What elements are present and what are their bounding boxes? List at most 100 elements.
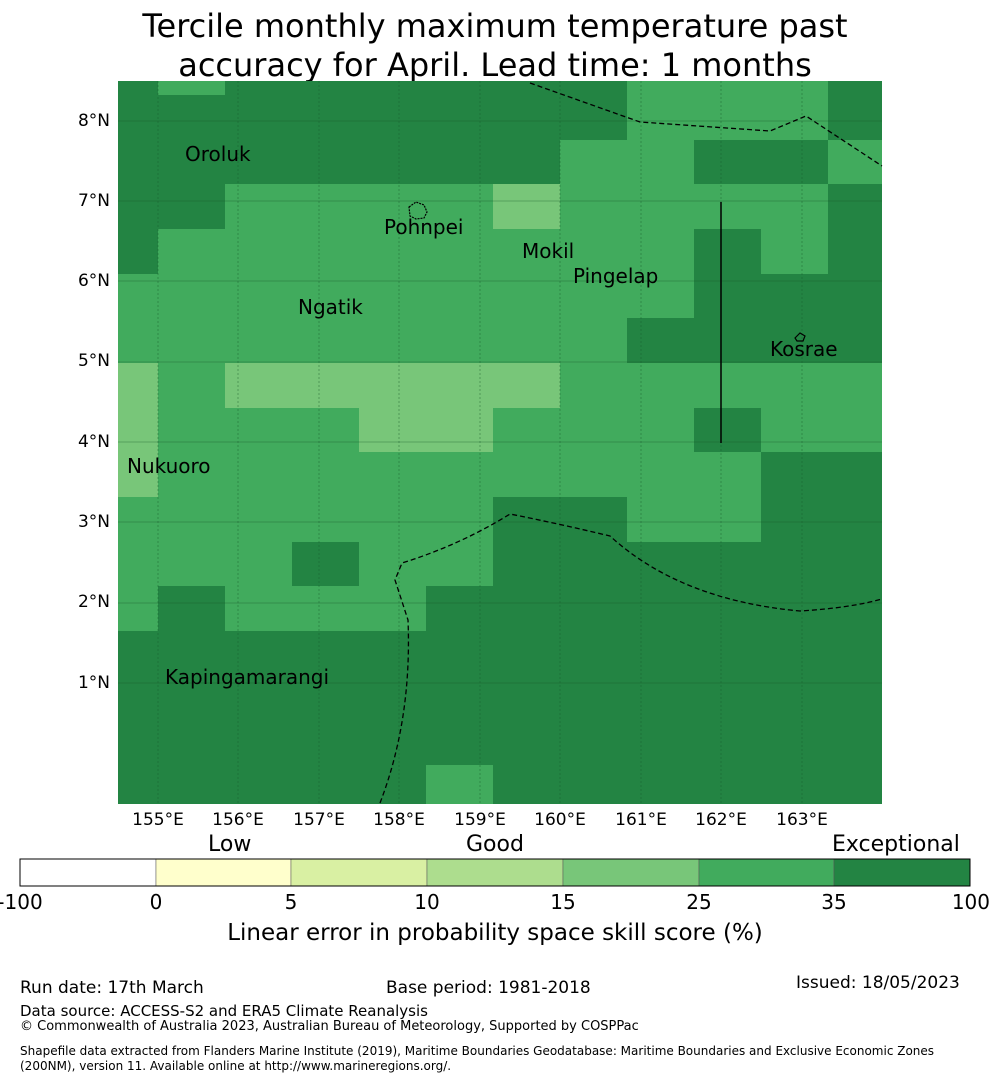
skill-cell	[359, 676, 426, 720]
skill-cell	[694, 497, 761, 542]
skill-cell	[225, 81, 292, 95]
skill-cell	[118, 631, 158, 676]
lon-label-161e: 161°E	[615, 810, 667, 830]
skill-cell	[493, 229, 560, 274]
skill-cell	[761, 631, 828, 676]
colorbar-segment	[155, 858, 292, 887]
skill-cell	[560, 765, 627, 804]
skill-cell	[560, 363, 627, 408]
skill-cell	[359, 542, 426, 586]
skill-cell	[292, 408, 359, 452]
data-source: Data source: ACCESS-S2 and ERA5 Climate …	[20, 1002, 428, 1020]
skill-cell	[761, 676, 828, 720]
skill-cell	[761, 95, 828, 140]
skill-cell	[694, 408, 761, 452]
skill-cell	[359, 229, 426, 274]
colorbar	[19, 858, 971, 887]
skill-cell	[560, 184, 627, 229]
pohnpei-island-outline	[408, 201, 428, 220]
skill-cell	[118, 81, 158, 95]
skill-cell	[158, 184, 225, 229]
skill-cell	[627, 720, 694, 765]
skill-cell	[828, 676, 882, 720]
skill-cell	[560, 81, 627, 95]
skill-cell	[359, 274, 426, 318]
skill-cell	[761, 140, 828, 184]
skill-cell	[828, 140, 882, 184]
skill-cell	[828, 765, 882, 804]
skill-cell	[359, 184, 426, 229]
skill-cell	[493, 676, 560, 720]
colorbar-tick-0: 0	[149, 890, 163, 914]
skill-cell	[292, 184, 359, 229]
skill-cell	[292, 542, 359, 586]
skill-cell	[828, 318, 882, 363]
skill-cell	[158, 720, 225, 765]
skill-cell	[493, 452, 560, 497]
colorbar-tick-25: 25	[686, 890, 712, 914]
chart-title-line-1: Tercile monthly maximum temperature past	[142, 7, 848, 45]
shapefile-credit-line-2: (200NM), version 11. Available online at…	[20, 1059, 452, 1073]
skill-cell	[694, 318, 761, 363]
eez-boundaries	[379, 82, 883, 804]
skill-cell	[158, 274, 225, 318]
skill-cell	[493, 408, 560, 452]
place-label-oroluk: Oroluk	[185, 142, 251, 166]
skill-cell	[292, 631, 359, 676]
skill-cell	[118, 586, 158, 631]
skill-cell	[694, 676, 761, 720]
skill-cell	[292, 676, 359, 720]
skill-cell	[426, 95, 493, 140]
eez-boundary-north	[529, 82, 883, 167]
skill-cell	[426, 452, 493, 497]
skill-cell	[761, 765, 828, 804]
skill-cell	[560, 274, 627, 318]
lat-label-1n: 1°N	[77, 673, 110, 693]
skill-cell	[627, 140, 694, 184]
lon-label-163e: 163°E	[776, 810, 828, 830]
copyright-notice: © Commonwealth of Australia 2023, Austra…	[20, 1019, 639, 1034]
skill-cell	[359, 363, 426, 408]
skill-cell	[627, 318, 694, 363]
skill-cell	[828, 542, 882, 586]
graticule	[118, 81, 882, 804]
skill-cell	[292, 81, 359, 95]
lon-label-160e: 160°E	[534, 810, 586, 830]
skill-cell	[426, 631, 493, 676]
lat-label-8n: 8°N	[77, 111, 110, 131]
skill-cell	[359, 497, 426, 542]
skill-cell	[560, 140, 627, 184]
colorbar-segment	[833, 858, 971, 887]
skill-cell	[158, 631, 225, 676]
skill-cell	[158, 81, 225, 95]
skill-cell	[359, 408, 426, 452]
skill-cell	[158, 676, 225, 720]
skill-cell	[493, 497, 560, 542]
skill-cell	[694, 631, 761, 676]
skill-cell	[627, 95, 694, 140]
skill-cell	[158, 95, 225, 140]
skill-cell	[118, 140, 158, 184]
skill-cell	[828, 720, 882, 765]
skill-cell	[118, 184, 158, 229]
skill-cell	[292, 229, 359, 274]
skill-cell	[761, 586, 828, 631]
skill-cell	[426, 274, 493, 318]
skill-cell	[560, 720, 627, 765]
skill-cell	[359, 452, 426, 497]
colorbar-segment	[290, 858, 428, 887]
lon-label-156e: 156°E	[212, 810, 264, 830]
skill-cell	[158, 229, 225, 274]
colorbar-segment	[698, 858, 835, 887]
skill-cell	[828, 274, 882, 318]
chart-title-line-2: accuracy for April. Lead time: 1 months	[178, 46, 812, 84]
skill-cell	[118, 452, 158, 497]
issued-date: Issued: 18/05/2023	[796, 973, 960, 993]
colorbar-segment	[562, 858, 700, 887]
skill-cell	[560, 408, 627, 452]
skill-cell	[828, 229, 882, 274]
skill-cell	[292, 318, 359, 363]
kosrae-island-outline	[794, 332, 806, 342]
skill-cell	[493, 140, 560, 184]
lon-label-158e: 158°E	[373, 810, 425, 830]
